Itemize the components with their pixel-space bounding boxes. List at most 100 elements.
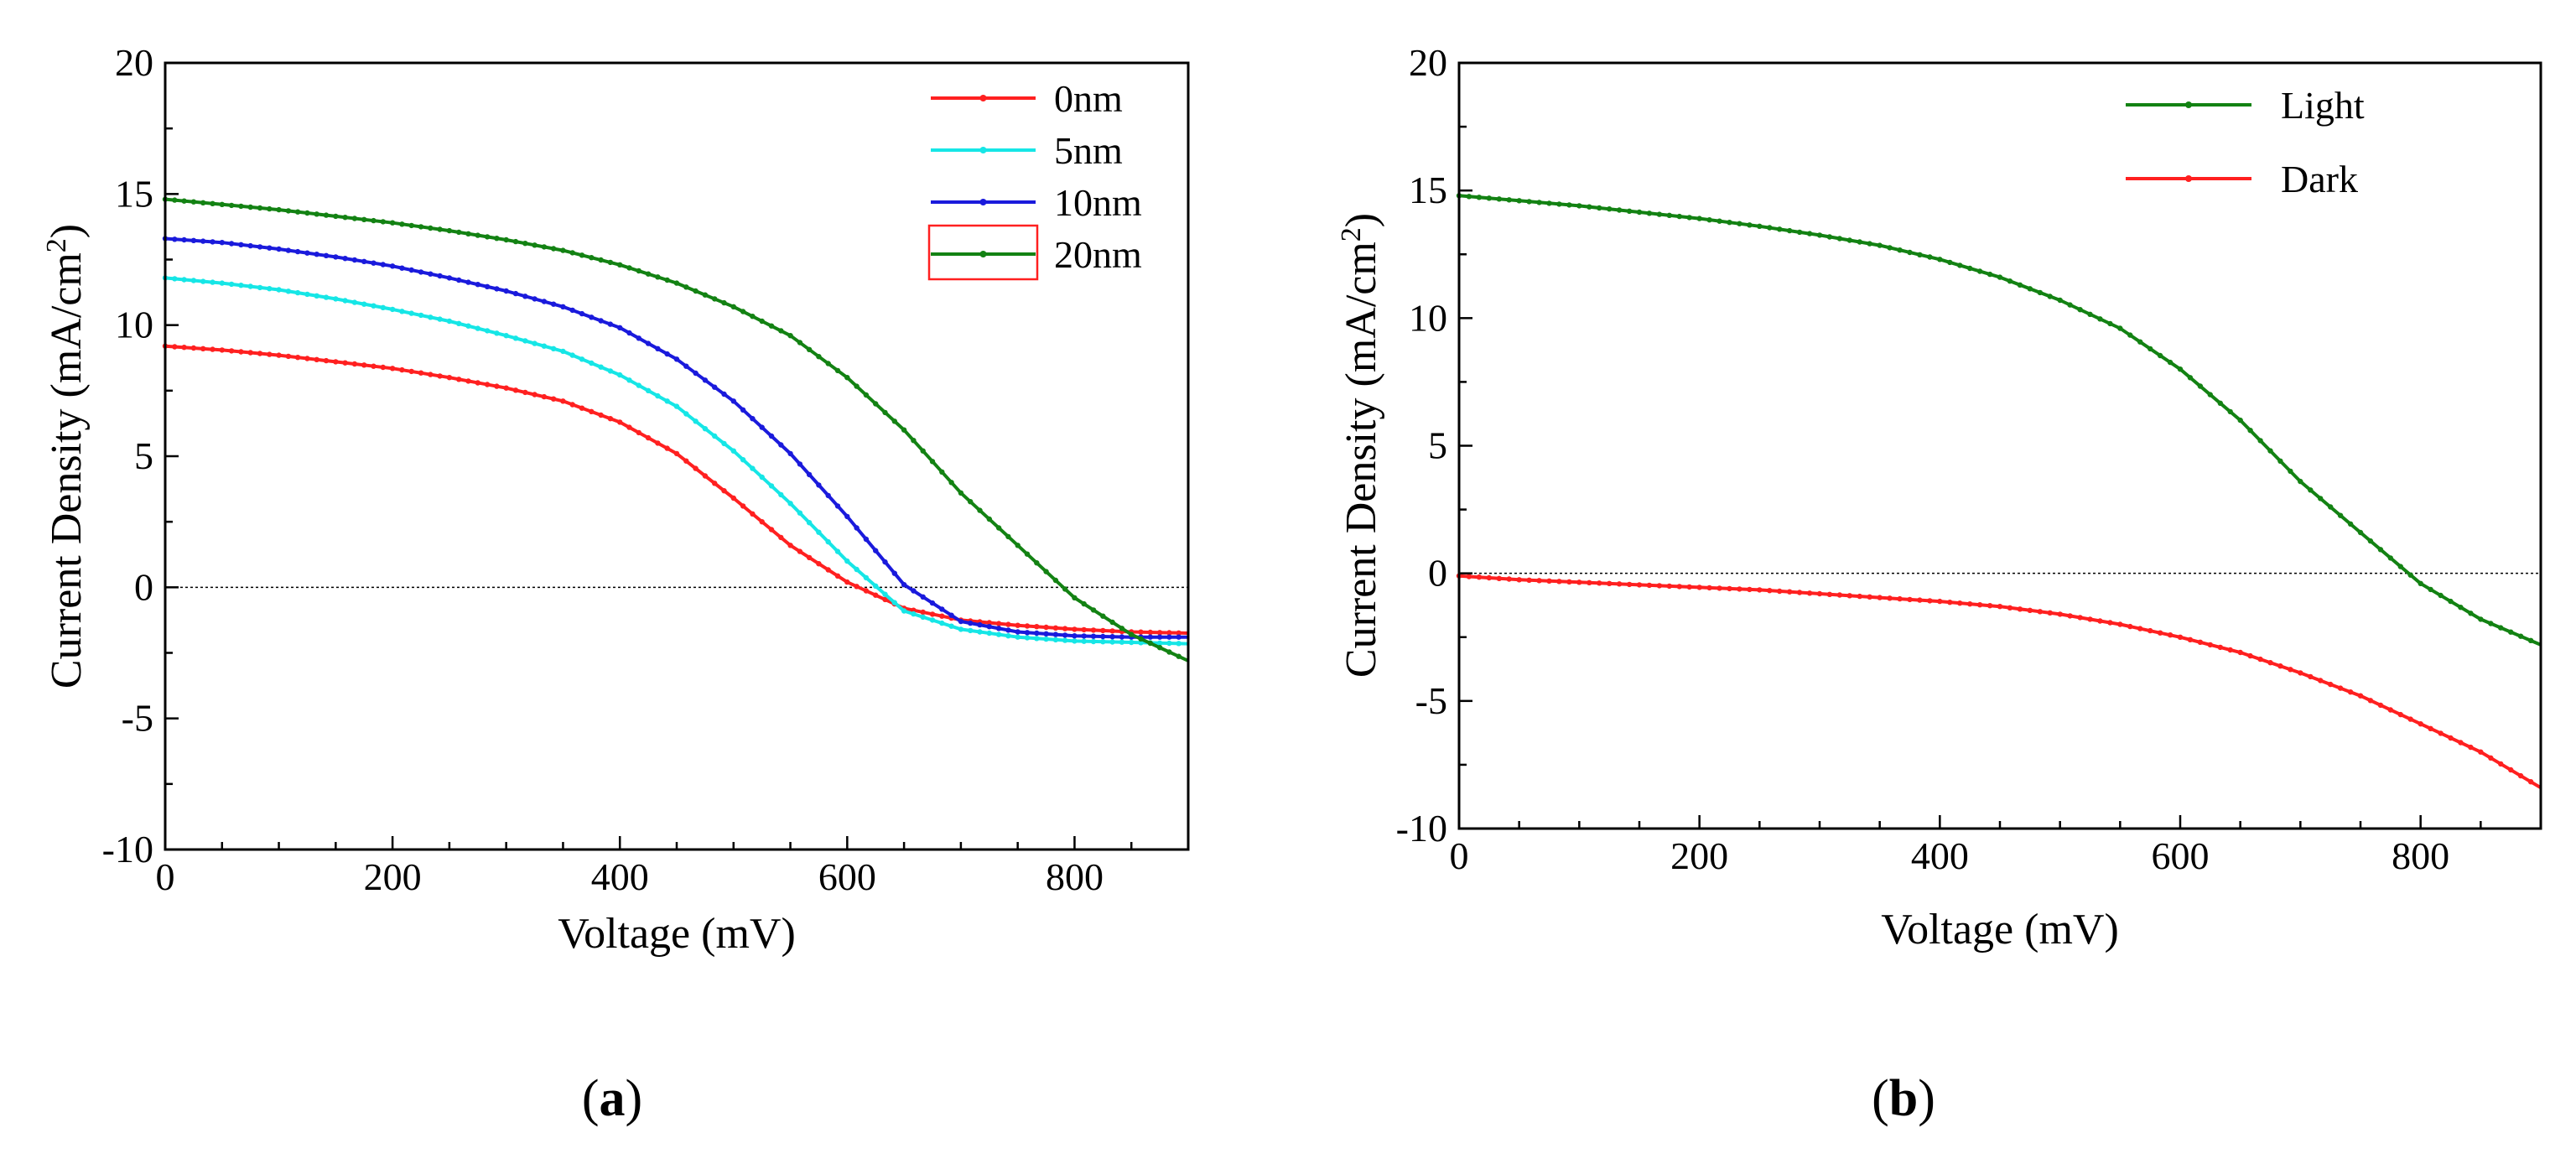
data-point bbox=[816, 482, 822, 488]
data-point bbox=[1987, 271, 1993, 278]
data-point bbox=[238, 349, 244, 355]
data-point bbox=[768, 323, 775, 329]
data-point bbox=[2458, 740, 2464, 746]
data-point bbox=[778, 534, 784, 541]
data-point bbox=[1616, 581, 1623, 587]
legend-item-5nm: 5nm bbox=[931, 129, 1123, 172]
data-point bbox=[550, 346, 557, 351]
data-point bbox=[1757, 223, 1763, 229]
data-point bbox=[683, 284, 689, 290]
data-point bbox=[1536, 200, 1542, 205]
data-point bbox=[2227, 647, 2233, 653]
x-tick-label: 800 bbox=[2392, 834, 2449, 877]
data-point bbox=[787, 450, 793, 457]
data-point bbox=[456, 320, 462, 326]
data-point bbox=[1796, 590, 1803, 595]
data-point bbox=[730, 495, 736, 501]
data-point bbox=[1138, 636, 1144, 642]
data-point bbox=[428, 271, 434, 277]
data-point bbox=[569, 307, 575, 314]
data-point bbox=[683, 363, 689, 369]
data-point bbox=[1062, 637, 1068, 643]
data-point bbox=[995, 631, 1002, 637]
data-point bbox=[2478, 616, 2484, 622]
data-point bbox=[1156, 645, 1163, 651]
data-point bbox=[1767, 588, 1773, 594]
legend-marker bbox=[979, 147, 987, 153]
data-point bbox=[2027, 286, 2033, 292]
data-point bbox=[1156, 634, 1163, 640]
data-point bbox=[465, 378, 471, 384]
data-point bbox=[380, 219, 386, 225]
data-point bbox=[428, 314, 434, 320]
data-point bbox=[2117, 325, 2123, 331]
data-point bbox=[797, 548, 803, 554]
data-point bbox=[806, 471, 813, 478]
data-point bbox=[456, 377, 462, 382]
data-point bbox=[778, 328, 784, 334]
data-point bbox=[210, 200, 216, 206]
data-point bbox=[304, 250, 310, 256]
x-axis-title: Voltage (mV) bbox=[1881, 906, 2119, 954]
data-point bbox=[190, 199, 197, 205]
data-point bbox=[2298, 478, 2303, 485]
data-point bbox=[2037, 609, 2043, 615]
data-point bbox=[190, 237, 197, 243]
data-point bbox=[475, 325, 480, 331]
data-point bbox=[797, 340, 803, 346]
data-point bbox=[607, 416, 614, 422]
data-point bbox=[730, 304, 736, 309]
data-point bbox=[418, 224, 424, 230]
legend-label: Light bbox=[2281, 84, 2365, 127]
data-point bbox=[1072, 633, 1078, 639]
y-axis-title-close: ) bbox=[1337, 213, 1385, 227]
data-point bbox=[351, 299, 358, 305]
data-point bbox=[267, 245, 273, 251]
data-point bbox=[257, 244, 263, 250]
data-point bbox=[579, 310, 585, 317]
data-point bbox=[2318, 678, 2324, 683]
data-point bbox=[512, 238, 519, 245]
data-point bbox=[1486, 195, 1493, 201]
y-tick-label: -5 bbox=[1415, 679, 1447, 722]
data-point bbox=[929, 611, 936, 617]
data-point bbox=[863, 588, 870, 594]
data-point bbox=[712, 481, 718, 486]
data-point bbox=[314, 356, 319, 362]
data-point bbox=[172, 344, 178, 350]
data-point bbox=[730, 398, 736, 404]
data-point bbox=[2097, 316, 2103, 322]
data-point bbox=[825, 361, 831, 366]
data-point bbox=[2308, 487, 2314, 493]
data-point bbox=[172, 236, 178, 242]
data-point bbox=[673, 356, 680, 362]
data-point bbox=[778, 491, 784, 498]
data-point bbox=[1156, 630, 1163, 636]
data-point bbox=[834, 367, 841, 374]
data-point bbox=[1967, 265, 1973, 272]
data-point bbox=[891, 600, 898, 605]
data-point bbox=[418, 269, 424, 275]
data-point bbox=[1607, 580, 1613, 586]
data-point bbox=[986, 620, 993, 626]
data-point bbox=[740, 503, 746, 509]
data-point bbox=[626, 424, 632, 430]
data-point bbox=[873, 592, 879, 598]
data-point bbox=[721, 440, 727, 447]
data-point bbox=[1496, 196, 1503, 202]
data-point bbox=[380, 364, 386, 371]
data-point bbox=[1626, 581, 1633, 588]
data-point bbox=[172, 197, 178, 203]
data-point bbox=[1597, 580, 1602, 586]
data-point bbox=[740, 457, 746, 463]
data-point bbox=[617, 325, 623, 330]
data-point bbox=[901, 608, 907, 614]
x-tick-label: 200 bbox=[1670, 834, 1728, 877]
data-point bbox=[929, 459, 936, 465]
data-point bbox=[901, 582, 907, 588]
data-point bbox=[1867, 594, 1872, 600]
data-point bbox=[1656, 211, 1663, 217]
data-point bbox=[1034, 636, 1040, 642]
data-point bbox=[797, 510, 803, 516]
